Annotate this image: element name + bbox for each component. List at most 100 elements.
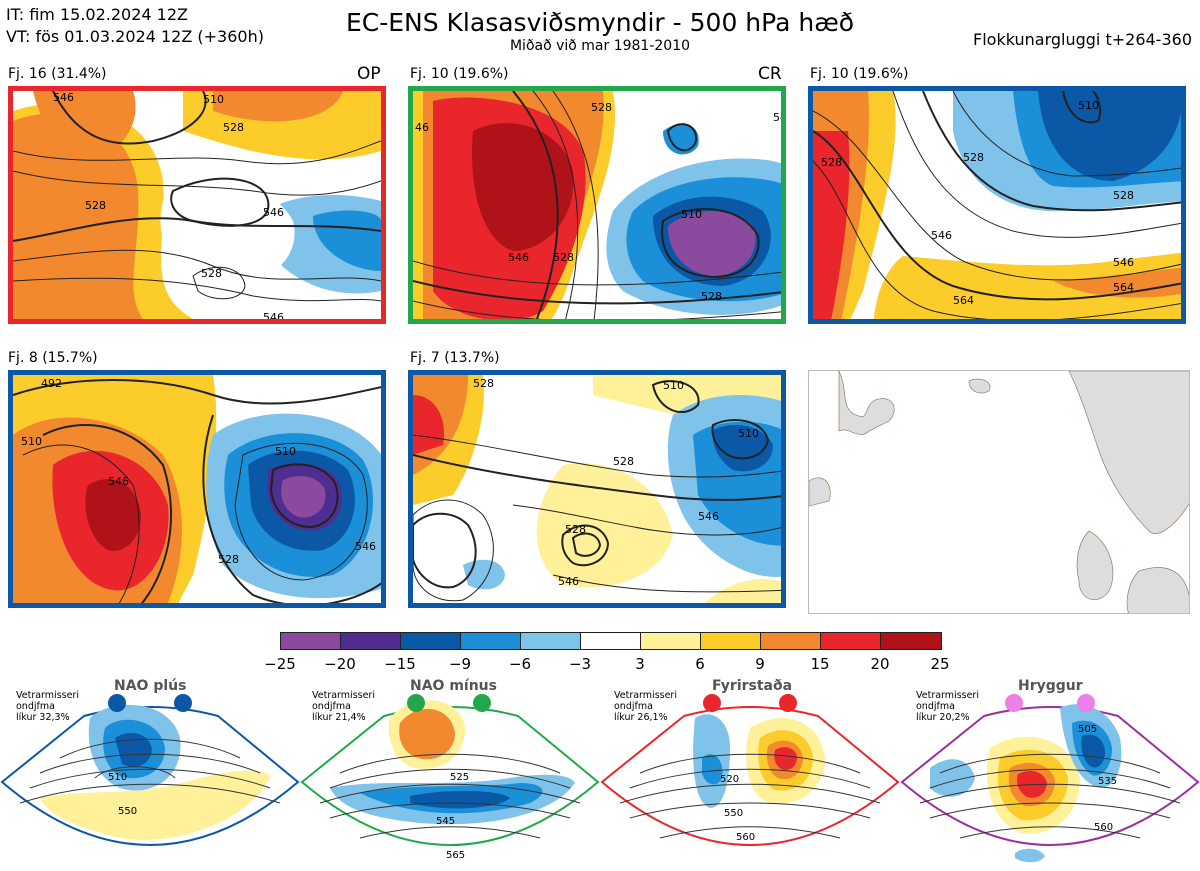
regime-title: Fyrirstaða — [712, 678, 793, 694]
colorbar-swatch — [400, 632, 461, 650]
contour-label: 510 — [738, 427, 759, 440]
contour-label: 546 — [698, 510, 719, 523]
cluster-map-3: 510 528 528 528 546 546 564 564 — [808, 86, 1186, 324]
contour-label: 528 — [701, 290, 722, 303]
note-line: líkur 21,4% — [312, 712, 366, 723]
colorbar-swatch — [520, 632, 581, 650]
valid-time: VT: fös 01.03.2024 12Z (+360h) — [6, 27, 264, 46]
colorbar-swatch — [880, 632, 942, 650]
colorbar-tick: −3 — [568, 655, 592, 673]
panel-3-label: Fj. 10 (19.6%) — [810, 66, 909, 82]
note-line: ondjfma — [312, 701, 351, 712]
colorbar-tick: 3 — [635, 655, 645, 673]
cluster-map-2: 46 528 510 528 546 546 528 546 — [408, 86, 786, 324]
contour-label: 528 — [218, 553, 239, 566]
colorbar-tick: 15 — [810, 655, 830, 673]
colorbar-tick: −20 — [324, 655, 356, 673]
colorbar-tick: −6 — [508, 655, 532, 673]
contour-label: 546 — [1113, 256, 1134, 269]
regime-title: Hryggur — [1018, 678, 1083, 694]
regime-nao-plus: Vetrarmisseri ondjfma líkur 32,3% NAO pl… — [0, 678, 300, 871]
note-line: Vetrarmisseri — [16, 690, 79, 701]
contour-label: 546 — [263, 311, 284, 319]
regime-blocking: Vetrarmisseri ondjfma líkur 26,1% Fyrirs… — [600, 678, 900, 871]
contour-label: 564 — [635, 605, 656, 608]
contour-label: 564 — [1113, 281, 1134, 294]
contour-label: 546 — [108, 475, 129, 488]
contour-label: 528 — [821, 156, 842, 169]
cluster-map-1: 510 528 528 546 528 546 564 546 — [8, 86, 386, 324]
contour-label: 528 — [565, 523, 586, 536]
note-line: ondjfma — [614, 701, 653, 712]
colorbar-swatch — [340, 632, 401, 650]
contour-label: 546 — [773, 111, 786, 124]
regime-marker-dot — [703, 694, 721, 712]
panel-1-label: Fj. 16 (31.4%) — [8, 66, 107, 82]
colorbar-tick: 9 — [755, 655, 765, 673]
colorbar-tick: −25 — [264, 655, 296, 673]
note-line: Vetrarmisseri — [916, 690, 979, 701]
note-line: líkur 32,3% — [16, 712, 70, 723]
contour-label: 510 — [1078, 99, 1099, 112]
cluster-map-4: 492 510 546 510 528 546 546 564 — [8, 370, 386, 608]
regime-note: Vetrarmisseri ondjfma líkur 26,1% — [614, 690, 677, 723]
base-map-panel — [808, 370, 1190, 614]
contour-label: 546 — [355, 540, 376, 553]
note-line: Vetrarmisseri — [312, 690, 375, 701]
note-line: ondjfma — [16, 701, 55, 712]
contour-label: 546 — [53, 91, 74, 104]
note-line: Vetrarmisseri — [614, 690, 677, 701]
colorbar-tick: −9 — [448, 655, 472, 673]
contour-label: 510 — [275, 445, 296, 458]
regime-ridge: Vetrarmisseri ondjfma líkur 20,2% Hryggu… — [900, 678, 1200, 871]
contour-label: 525 — [450, 772, 469, 783]
regime-marker-dot — [1077, 694, 1095, 712]
regime-note: Vetrarmisseri ondjfma líkur 32,3% — [16, 690, 79, 723]
colorbar-swatch — [820, 632, 881, 650]
colorbar-swatch — [460, 632, 521, 650]
contour-label: 528 — [201, 267, 222, 280]
contour-label: 546 — [931, 229, 952, 242]
colorbar-swatch — [580, 632, 641, 650]
cluster-map-5: 510 528 528 546 528 546 564 510 — [408, 370, 786, 608]
regime-marker-dot — [174, 694, 192, 712]
colorbar-swatch — [280, 632, 341, 650]
contour-label: 510 — [203, 93, 224, 106]
regime-title: NAO plús — [114, 678, 187, 694]
contour-label: 520 — [720, 774, 739, 785]
colorbar-swatch — [700, 632, 761, 650]
contour-label: 528 — [591, 101, 612, 114]
contour-label: 550 — [724, 808, 743, 819]
page-title: EC-ENS Klasasviðsmyndir - 500 hPa hæð — [345, 8, 855, 37]
contour-label: 560 — [736, 832, 755, 843]
contour-label: 510 — [663, 379, 684, 392]
window-label: Flokkunargluggi t+264-360 — [973, 30, 1192, 49]
colorbar-tick: 25 — [930, 655, 950, 673]
contour-label: 510 — [108, 772, 127, 783]
panel-4-label: Fj. 8 (15.7%) — [8, 350, 98, 366]
contour-label: 565 — [446, 850, 465, 861]
regime-marker-dot — [473, 694, 491, 712]
note-line: líkur 26,1% — [614, 712, 668, 723]
panel-2-label: Fj. 10 (19.6%) — [410, 66, 509, 82]
regime-marker-dot — [407, 694, 425, 712]
colorbar-tick: 6 — [695, 655, 705, 673]
contour-label: 510 — [21, 435, 42, 448]
contour-label: 528 — [85, 199, 106, 212]
colorbar-tick: 20 — [870, 655, 890, 673]
contour-label: 564 — [953, 294, 974, 307]
init-time: IT: fim 15.02.2024 12Z — [6, 5, 188, 24]
contour-label: 546 — [263, 206, 284, 219]
contour-label: 546 — [651, 321, 672, 324]
contour-label: 528 — [963, 151, 984, 164]
panel-1-tag: OP — [357, 64, 381, 84]
contour-label: 46 — [415, 121, 429, 134]
contour-label: 550 — [118, 806, 137, 817]
regime-marker-dot — [1005, 694, 1023, 712]
contour-label: 560 — [1094, 822, 1113, 833]
contour-label: 528 — [223, 121, 244, 134]
note-line: líkur 20,2% — [916, 712, 970, 723]
contour-label: 528 — [553, 251, 574, 264]
page-subtitle: Miðað við mar 1981-2010 — [509, 38, 691, 54]
panel-2-tag: CR — [758, 64, 782, 84]
